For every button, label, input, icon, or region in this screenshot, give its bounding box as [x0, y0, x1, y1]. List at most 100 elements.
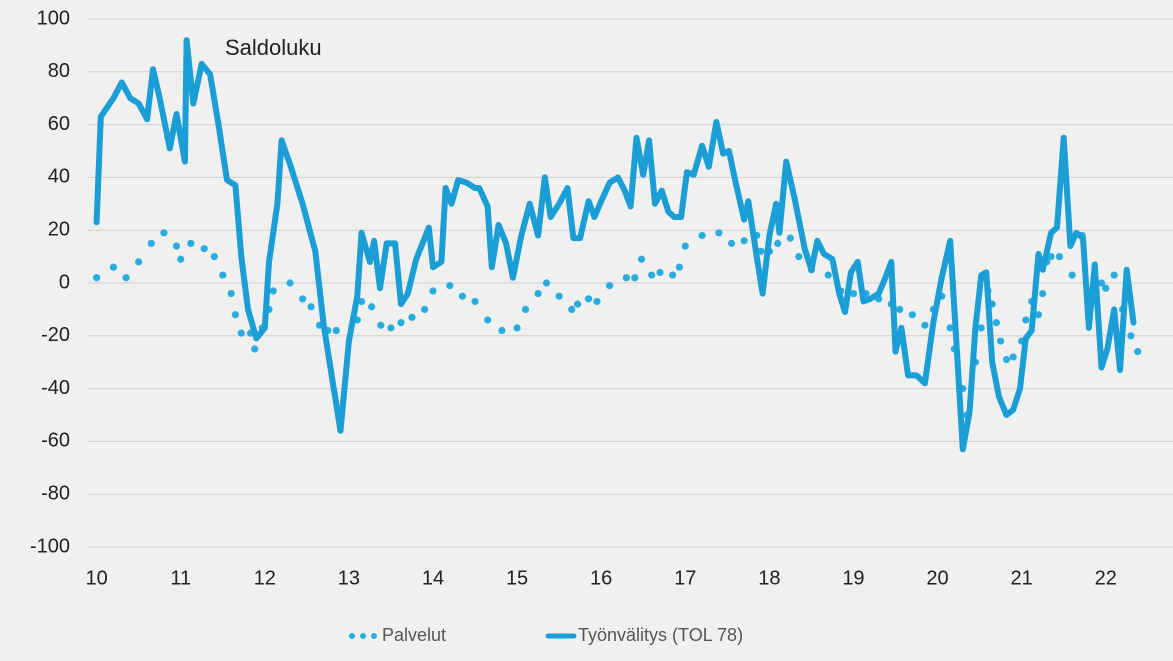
y-tick-label: -40 — [41, 377, 70, 399]
data-point — [534, 289, 542, 298]
data-point — [946, 324, 954, 332]
data-point — [1068, 271, 1076, 279]
data-point — [727, 239, 736, 247]
x-tick-label: 14 — [422, 567, 444, 589]
data-point — [251, 345, 259, 353]
y-tick-label: 60 — [48, 113, 70, 135]
data-point — [513, 324, 521, 332]
data-point — [1110, 271, 1118, 279]
data-point — [458, 292, 467, 300]
data-point — [669, 271, 677, 279]
data-point — [307, 303, 315, 311]
data-point — [593, 297, 601, 306]
data-point — [656, 268, 664, 277]
data-point — [367, 303, 376, 311]
data-point — [187, 239, 195, 247]
y-tick-label: 40 — [48, 166, 70, 188]
y-tick-label: 100 — [37, 7, 70, 29]
data-point — [542, 279, 551, 287]
data-point — [172, 242, 181, 250]
x-tick-label: 13 — [338, 567, 360, 589]
y-tick-label: 80 — [48, 60, 70, 82]
data-point — [574, 300, 582, 308]
x-tick-label: 12 — [254, 567, 276, 589]
data-point — [1055, 253, 1064, 261]
data-point — [774, 239, 782, 247]
x-tick-label: 11 — [170, 567, 191, 589]
data-point — [177, 255, 185, 263]
x-tick-label: 22 — [1095, 567, 1117, 589]
data-point — [908, 311, 916, 319]
data-point — [1039, 289, 1047, 298]
data-point — [896, 305, 904, 313]
data-point — [1009, 353, 1017, 361]
data-point — [387, 324, 395, 332]
data-point — [740, 237, 748, 245]
data-point — [420, 305, 429, 313]
legend-symbol — [360, 633, 366, 639]
data-point — [605, 282, 614, 290]
data-point — [269, 287, 277, 295]
data-point — [622, 274, 630, 282]
data-point — [147, 239, 155, 247]
data-point — [795, 253, 803, 261]
data-point — [521, 305, 530, 313]
data-point — [648, 271, 656, 279]
data-point — [1002, 355, 1011, 364]
data-point — [977, 324, 985, 332]
data-point — [1134, 348, 1142, 356]
data-point — [715, 229, 723, 237]
legend-symbol — [371, 633, 377, 639]
data-point — [997, 337, 1005, 345]
data-point — [109, 263, 118, 271]
data-point — [200, 245, 208, 253]
series-line — [93, 37, 1137, 453]
y-tick-label: 20 — [48, 218, 70, 240]
data-point — [1102, 284, 1110, 292]
y-tick-label: 0 — [59, 271, 70, 293]
data-point — [408, 313, 416, 321]
data-point — [357, 297, 366, 306]
data-point — [584, 295, 593, 303]
data-point — [446, 282, 454, 290]
y-tick-label: -100 — [30, 535, 70, 557]
x-tick-label: 16 — [590, 567, 612, 589]
y-tick-label: -80 — [41, 482, 70, 504]
data-point — [637, 255, 646, 263]
y-tick-label: -60 — [41, 430, 70, 452]
data-point — [122, 274, 130, 282]
data-point — [397, 319, 405, 327]
x-tick-label: 20 — [926, 567, 948, 589]
data-point — [1127, 332, 1135, 340]
data-point — [1022, 316, 1030, 324]
data-point — [227, 289, 235, 298]
data-point — [824, 271, 832, 279]
x-tick-label: 17 — [674, 567, 696, 589]
data-point — [631, 274, 639, 282]
x-tick-label: 15 — [506, 567, 528, 589]
data-point — [992, 319, 1001, 327]
data-point — [160, 229, 168, 237]
data-point — [698, 231, 706, 240]
data-point — [135, 258, 143, 266]
data-point — [484, 316, 492, 324]
data-point — [219, 271, 227, 279]
x-tick-label: 10 — [85, 567, 107, 589]
data-point — [921, 321, 929, 329]
data-point — [210, 253, 218, 261]
data-point — [286, 279, 294, 287]
x-tick-label: 19 — [842, 567, 864, 589]
data-point — [498, 326, 506, 335]
legend-symbol — [349, 633, 355, 639]
data-point — [93, 274, 101, 282]
x-tick-label: 21 — [1011, 567, 1033, 589]
y-tick-label: -20 — [41, 324, 70, 346]
legend-label: Palvelut — [382, 625, 446, 645]
data-point — [555, 292, 563, 300]
data-point — [1034, 311, 1043, 319]
x-tick-label: 18 — [758, 567, 780, 589]
data-point — [332, 326, 340, 335]
data-point — [471, 297, 479, 306]
data-point — [849, 289, 858, 298]
